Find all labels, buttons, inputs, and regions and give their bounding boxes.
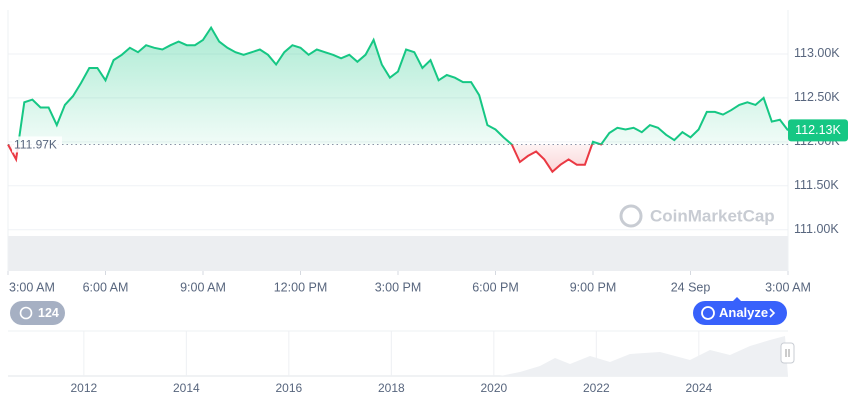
price-tag <box>788 119 848 142</box>
x-tick-label: 6:00 PM <box>472 280 519 294</box>
navigator-tick-label: 2018 <box>378 381 405 395</box>
analyze-button[interactable]: Analyze <box>693 301 787 325</box>
baseline-label-bg <box>12 136 62 153</box>
navigator-tick-label: 2020 <box>480 381 507 395</box>
volume-area <box>8 236 788 271</box>
x-tick-label: 9:00 PM <box>570 280 617 294</box>
x-tick-label: 3:00 AM <box>765 280 811 294</box>
y-tick-label: 111.50K <box>794 178 839 192</box>
x-tick-label: 12:00 PM <box>274 280 328 294</box>
price-line <box>7 25 789 174</box>
y-tick-label: 111.00K <box>794 222 839 236</box>
history-button[interactable]: 124 <box>10 301 65 325</box>
price-area <box>8 27 788 172</box>
price-tag-label: 112.13K <box>795 123 841 137</box>
y-tick-label: 112.50K <box>794 90 840 104</box>
navigator-tick-label: 2016 <box>275 381 302 395</box>
history-count: 124 <box>38 306 59 320</box>
pointer <box>733 297 741 301</box>
x-tick-label: 24 Sep <box>671 280 711 294</box>
watermark-text: CoinMarketCap <box>650 206 775 225</box>
x-tick-label: 3:00 AM <box>9 280 55 294</box>
navigator-tick-label: 2012 <box>70 381 97 395</box>
navigator-tick-label: 2022 <box>583 381 610 395</box>
y-tick-label: 113.00K <box>794 46 840 60</box>
baseline-label: 111.97K <box>14 138 57 152</box>
analyze-label: Analyze <box>719 305 768 320</box>
watermark: CoinMarketCap <box>619 204 775 228</box>
navigator-tick-label: 2024 <box>685 381 712 395</box>
navigator-tick-label: 2014 <box>173 381 200 395</box>
navigator <box>8 330 795 377</box>
x-tick-label: 9:00 AM <box>180 280 226 294</box>
x-tick-label: 6:00 AM <box>83 280 129 294</box>
x-tick-label: 3:00 PM <box>375 280 422 294</box>
